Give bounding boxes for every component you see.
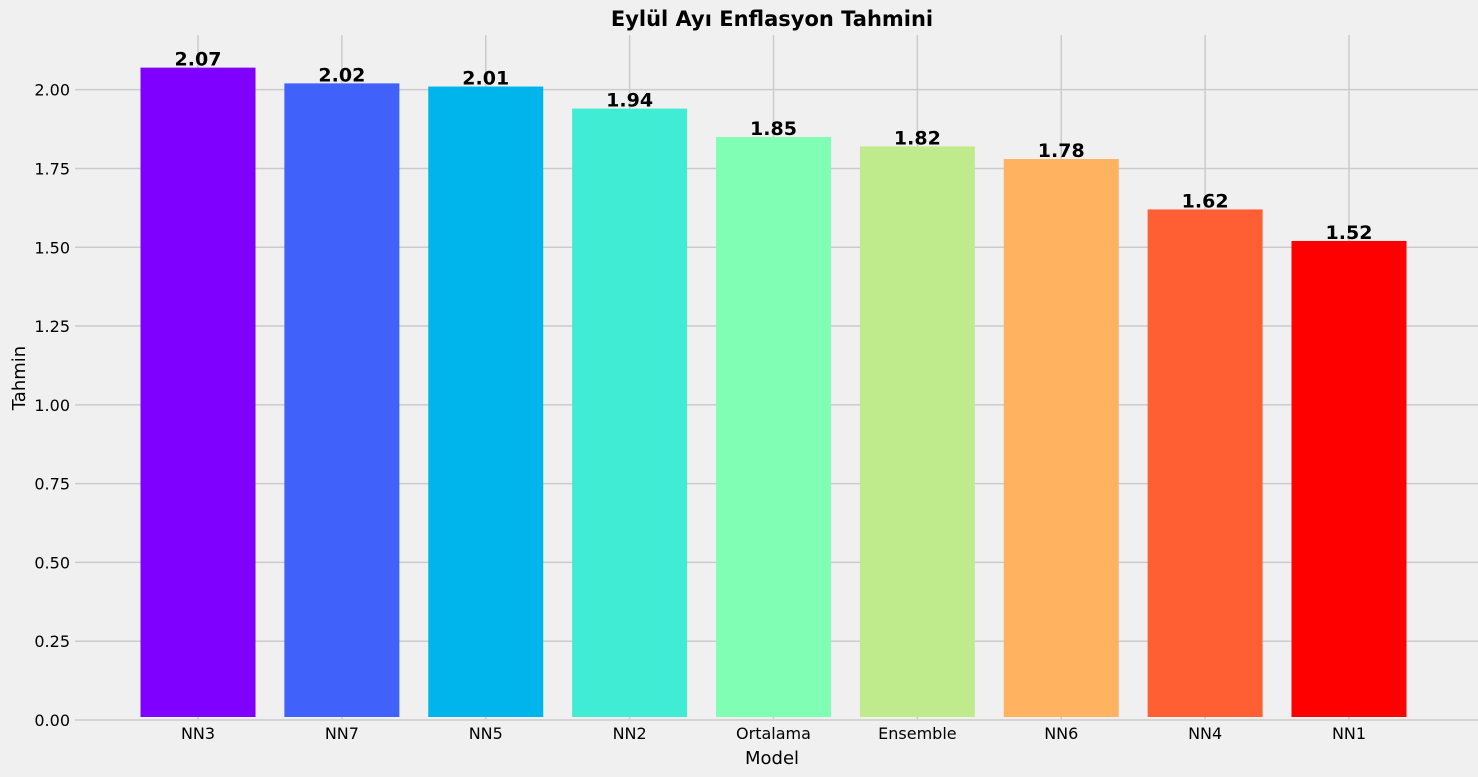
value-label: 2.01 <box>462 68 509 90</box>
x-tick-label: NN1 <box>1332 724 1366 743</box>
x-tick-label: NN6 <box>1044 724 1078 743</box>
value-labels: 2.07 2.02 2.01 1.94 1.85 1.82 1.78 1.62 1.52 <box>175 49 1373 244</box>
y-tick-label: 2.00 <box>34 81 70 100</box>
value-label: 1.94 <box>606 90 653 112</box>
x-axis-label: Model <box>745 748 799 769</box>
bar-ensemble <box>859 146 975 718</box>
value-label: 2.07 <box>175 49 222 71</box>
chart-title: Eylül Ayı Enflasyon Tahmini <box>611 7 933 31</box>
x-tick-label: Ortalama <box>736 724 811 743</box>
x-tick-label: NN7 <box>325 724 359 743</box>
x-tick-label: NN2 <box>613 724 647 743</box>
y-tick-label: 0.50 <box>34 553 70 572</box>
y-tick-label: 0.00 <box>34 711 70 730</box>
y-axis-label: Tahmin <box>9 346 30 411</box>
bar-nn3 <box>140 67 256 718</box>
bar-ortalama <box>716 136 831 717</box>
bar-nn6 <box>1003 159 1119 718</box>
y-tick-label: 1.50 <box>34 238 70 257</box>
bar-nn1 <box>1291 240 1407 718</box>
y-tick-label: 1.00 <box>34 396 70 415</box>
value-label: 1.78 <box>1038 140 1085 162</box>
bars <box>140 67 1407 718</box>
y-tick-label: 1.75 <box>34 159 70 178</box>
x-tick-label: Ensemble <box>878 724 956 743</box>
y-tick-label: 1.25 <box>34 317 70 336</box>
bar-nn4 <box>1147 209 1263 718</box>
y-tick-label: 0.75 <box>34 475 70 494</box>
value-label: 1.82 <box>894 127 941 149</box>
value-label: 2.02 <box>318 64 365 86</box>
x-tick-label: NN4 <box>1188 724 1222 743</box>
x-tick-label: NN5 <box>469 724 503 743</box>
x-tick-labels: NN3 NN7 NN5 NN2 Ortalama Ensemble NN6 NN4 NN1 <box>181 724 1366 743</box>
value-label: 1.85 <box>750 118 797 140</box>
x-tick-label: NN3 <box>181 724 215 743</box>
bar-nn5 <box>428 86 544 718</box>
value-label: 1.62 <box>1182 190 1229 212</box>
y-tick-labels: 0.00 0.25 0.50 0.75 1.00 1.25 1.50 1.75 2.00 <box>34 81 70 730</box>
y-tick-label: 0.25 <box>34 632 70 651</box>
bar-nn7 <box>284 83 400 717</box>
value-label: 1.52 <box>1326 222 1373 244</box>
bar-nn2 <box>572 108 688 717</box>
